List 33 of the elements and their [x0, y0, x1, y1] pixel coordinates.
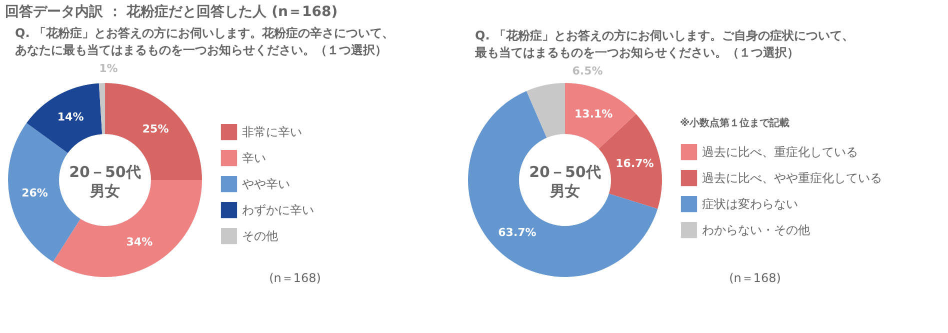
data-label: 34%: [126, 236, 153, 249]
data-label: 13.1%: [574, 107, 613, 120]
legend-label: 過去に比べ、重症化している: [702, 145, 858, 159]
legend-label: やや辛い: [242, 177, 290, 191]
donut-slice: [468, 90, 658, 277]
donut-slice: [98, 83, 105, 134]
donut-slice: [565, 83, 636, 149]
legend-label: わずかに辛い: [242, 203, 314, 217]
data-label: 14%: [57, 110, 84, 124]
legend-label: わからない・その他: [702, 223, 810, 237]
donut-slice: [526, 83, 565, 138]
donut-slice: [26, 83, 102, 153]
legend-label: その他: [242, 229, 278, 243]
chart-subtitle: Q. 「花粉症」とお答えの方にお伺いします。花粉症の辛さについて、あなたに最も当てはまるものを一つお知らせください。（１つ選択）: [15, 26, 394, 58]
data-label: 26%: [22, 186, 48, 200]
data-label: 1%: [99, 62, 118, 76]
donut-slice: [105, 83, 202, 180]
text: ※小数点第１位まで記載: [680, 117, 790, 129]
donut-slice: [53, 180, 202, 277]
text: 20－50代男女: [69, 163, 141, 200]
chart-title: 回答データ内訳 ： 花粉症だと回答した人 (n＝168): [5, 3, 338, 20]
data-label: 63.7%: [498, 226, 536, 240]
legend-label: 辛い: [242, 151, 266, 165]
legend-label: 過去に比べ、やや重症化している: [702, 171, 882, 185]
text: (n＝168): [729, 271, 781, 285]
chart-subtitle: Q. 「花粉症」とお答えの方にお伺いします。ご自身の症状について、最も当てはまるものを一つお知らせください。（１つ選択）: [474, 28, 854, 60]
data-label: 16.7%: [616, 157, 654, 170]
data-label: 6.5%: [572, 64, 603, 78]
text: 20－50代男女: [529, 163, 601, 200]
data-label: 25%: [142, 122, 169, 136]
text: (n＝168): [269, 271, 321, 285]
legend-label: 非常に辛い: [242, 125, 302, 139]
legend-label: 症状は変わらない: [702, 197, 798, 211]
